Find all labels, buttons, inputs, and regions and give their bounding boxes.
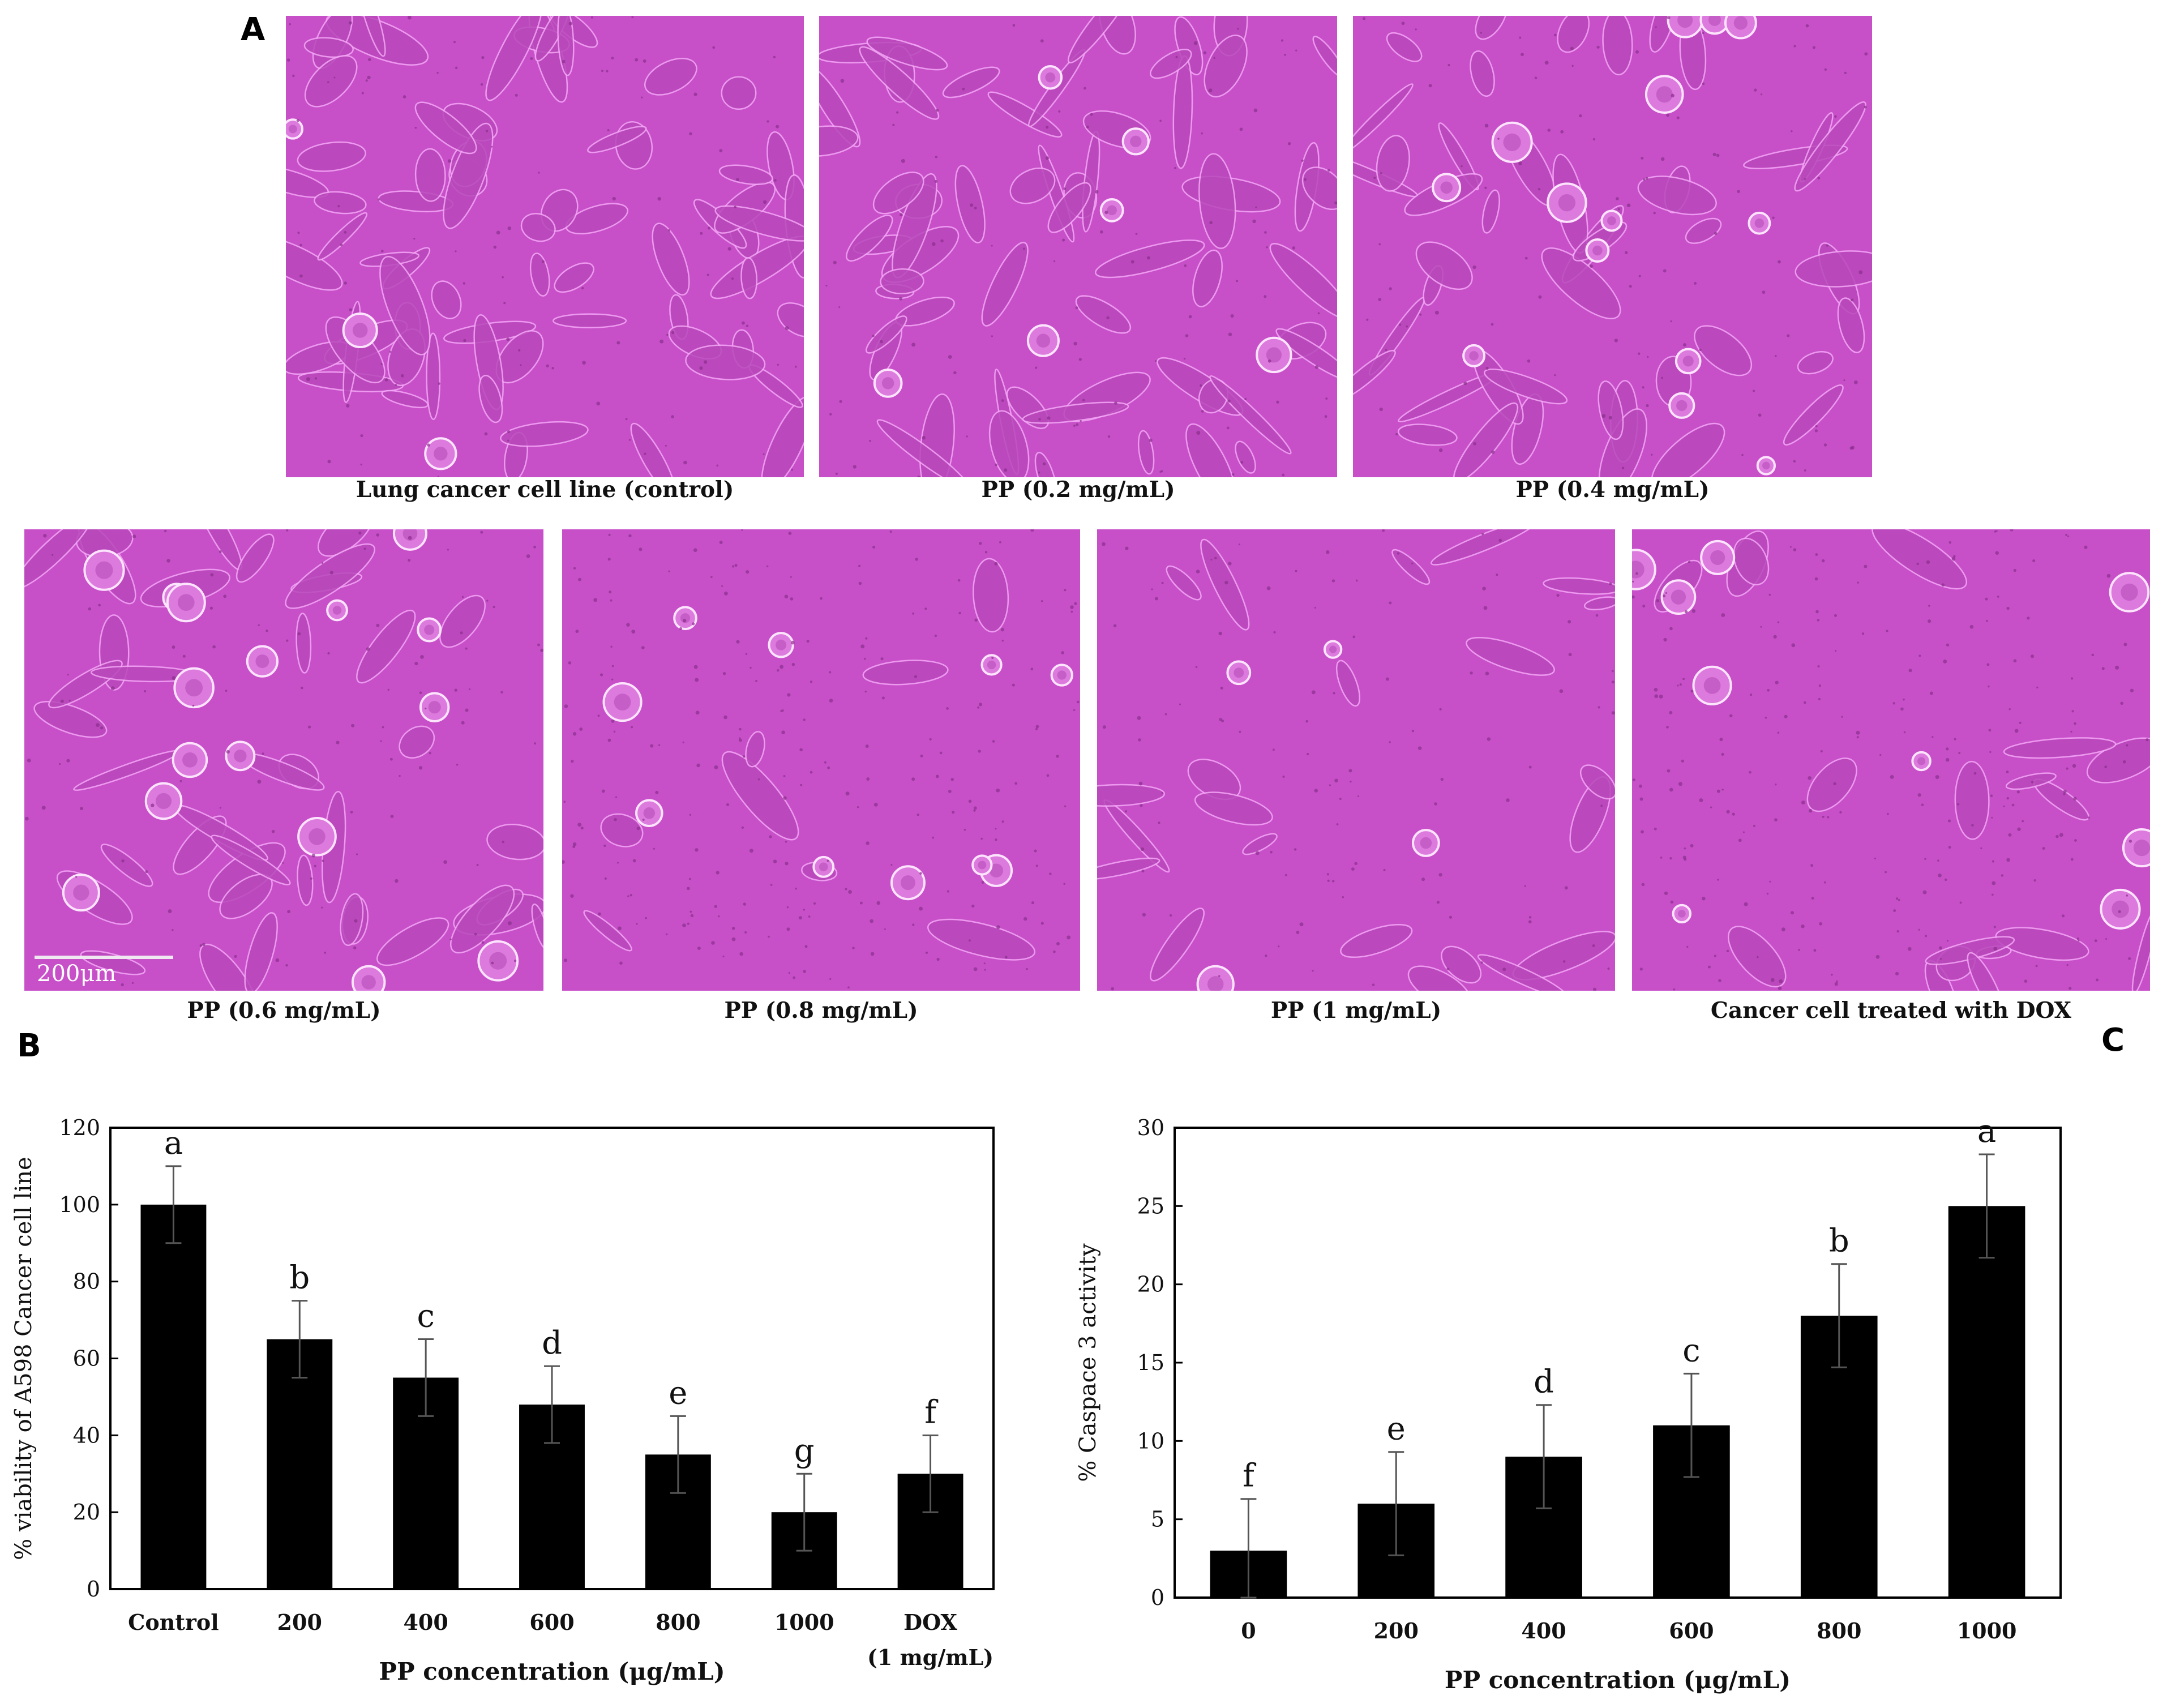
significance-letter: g [794, 1432, 815, 1469]
y-tick-label: 0 [1151, 1585, 1164, 1610]
y-tick-label: 30 [1137, 1115, 1164, 1140]
scale-bar [35, 956, 173, 959]
caption-pp-0-6: PP (0.6 mg/mL) [187, 998, 381, 1024]
x-tick-label: 200 [277, 1609, 322, 1635]
panel-label-a: A [241, 11, 265, 48]
y-tick-label: 20 [1137, 1272, 1164, 1297]
significance-letter: b [289, 1260, 310, 1296]
panel-label-b: B [17, 1028, 41, 1064]
plot-frame [1174, 1127, 2062, 1599]
scale-bar-label: 200μm [37, 961, 117, 987]
y-tick-label: 25 [1137, 1193, 1164, 1218]
micrograph-pp-0-8 [562, 529, 1080, 991]
significance-letter: a [164, 1125, 183, 1162]
caspase-chart: 0 5 10 15 20 25 30 f 0 e 200 d 400 c 600 b 800 a 1000 PP co… [1075, 1113, 2062, 1694]
significance-letter: d [542, 1325, 562, 1362]
micrograph-pp-0-2 [819, 16, 1337, 477]
caption-pp-0-8: PP (0.8 mg/mL) [724, 998, 918, 1024]
micrograph-dox [1632, 529, 2150, 991]
y-axis-label: % Caspace 3 activity [1075, 1243, 1101, 1482]
x-tick-label: 0 [1241, 1618, 1256, 1643]
y-tick-label: 120 [59, 1115, 100, 1140]
micrograph-control [286, 16, 804, 477]
significance-letter: a [1977, 1113, 1996, 1150]
caption-pp-0-2: PP (0.2 mg/mL) [981, 477, 1175, 503]
y-tick-label: 5 [1151, 1507, 1164, 1532]
x-tick-label: 600 [1669, 1618, 1714, 1643]
significance-letter: d [1534, 1364, 1554, 1401]
significance-letter: c [1682, 1332, 1700, 1369]
x-tick-label: Control [128, 1609, 219, 1635]
bar [140, 1204, 207, 1589]
x-tick-label: 800 [1817, 1618, 1861, 1643]
significance-letter: f [1243, 1458, 1257, 1495]
y-tick-label: 20 [73, 1500, 100, 1525]
y-tick-label: 10 [1137, 1428, 1164, 1453]
bar [1948, 1206, 2025, 1598]
x-tick-label: 200 [1374, 1618, 1419, 1643]
x-axis-label: PP concentration (μg/mL) [379, 1658, 725, 1685]
micrograph-pp-1 [1097, 529, 1615, 991]
y-tick-label: 80 [73, 1269, 100, 1294]
panel-label-c: C [2101, 1022, 2125, 1059]
x-tick-label: 600 [529, 1609, 574, 1635]
x-tick-label: DOX [903, 1609, 957, 1635]
significance-letter: e [669, 1375, 687, 1411]
caption-pp-0-4: PP (0.4 mg/mL) [1515, 477, 1710, 503]
x-tick-label: 1000 [1957, 1618, 2017, 1643]
significance-letter: b [1829, 1223, 1849, 1260]
y-axis-label: % viability of A598 Cancer cell line [11, 1157, 37, 1560]
x-axis-label: PP concentration (μg/mL) [1445, 1666, 1791, 1694]
micrograph-pp-0-6: 200μm [24, 529, 543, 991]
y-tick-label: 60 [73, 1346, 100, 1371]
x-tick-label: 400 [403, 1609, 448, 1635]
y-tick-label: 15 [1137, 1350, 1164, 1375]
x-tick-label: 400 [1521, 1618, 1566, 1643]
y-tick-label: 0 [87, 1577, 100, 1602]
x-tick-label: (1 mg/mL) [867, 1645, 993, 1670]
x-tick-label: 800 [656, 1609, 700, 1635]
bar [267, 1339, 333, 1589]
significance-letter: e [1387, 1411, 1406, 1448]
significance-letter: f [924, 1394, 939, 1431]
caption-pp-1: PP (1 mg/mL) [1270, 998, 1442, 1024]
caption-dox: Cancer cell treated with DOX [1710, 998, 2072, 1024]
y-tick-label: 100 [59, 1192, 100, 1217]
x-tick-label: 1000 [774, 1609, 834, 1635]
viability-chart: 0 20 40 60 80 100 120 a Control b 200 c 400 d 600 e 800 g… [11, 1115, 995, 1685]
caption-control: Lung cancer cell line (control) [356, 477, 734, 503]
y-tick-label: 40 [73, 1423, 100, 1448]
significance-letter: c [417, 1298, 434, 1335]
micrograph-pp-0-4 [1353, 16, 1872, 477]
